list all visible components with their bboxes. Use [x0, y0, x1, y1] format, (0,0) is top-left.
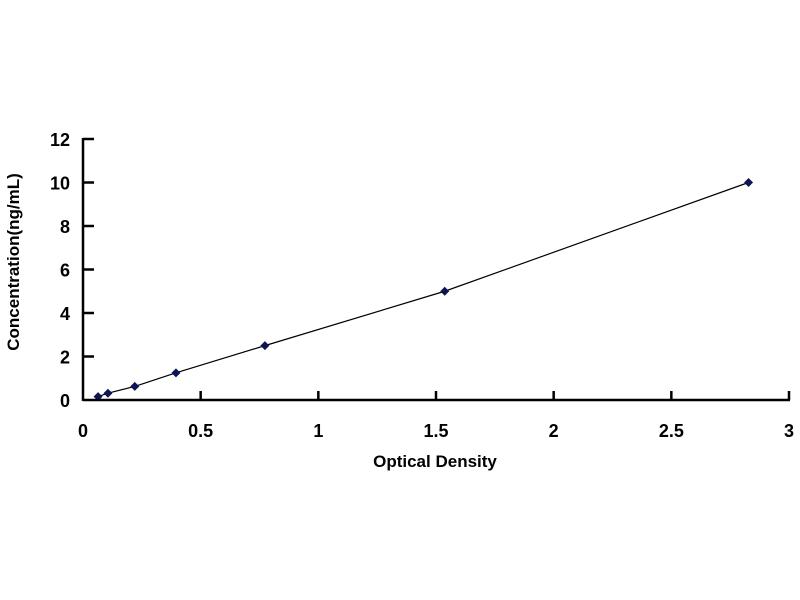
- trend-line: [97, 181, 749, 398]
- data-point: [171, 368, 181, 378]
- plot-area: [93, 178, 754, 402]
- y-tick-label: 10: [50, 174, 70, 194]
- data-point: [440, 286, 450, 296]
- x-tick-label: 0.5: [188, 421, 213, 441]
- y-axis-title: Concentration(ng/mL): [4, 173, 23, 351]
- data-point: [744, 178, 754, 187]
- x-tick-label: 1: [313, 421, 323, 441]
- x-tick-label: 1.5: [423, 421, 448, 441]
- x-tick-label: 2.5: [659, 421, 684, 441]
- x-axis-title: Optical Density: [373, 452, 497, 471]
- y-tick-label: 6: [60, 261, 70, 281]
- y-tick-label: 8: [60, 217, 70, 237]
- y-tick-label: 2: [60, 348, 70, 368]
- y-tick-label: 12: [50, 130, 70, 150]
- data-point: [260, 341, 270, 351]
- x-tick-label: 0: [78, 421, 88, 441]
- y-tick-label: 4: [60, 304, 70, 324]
- x-tick-label: 3: [784, 421, 794, 441]
- x-tick-label: 2: [549, 421, 559, 441]
- data-point: [103, 388, 113, 398]
- y-tick-label: 0: [60, 391, 70, 411]
- data-point: [130, 381, 140, 391]
